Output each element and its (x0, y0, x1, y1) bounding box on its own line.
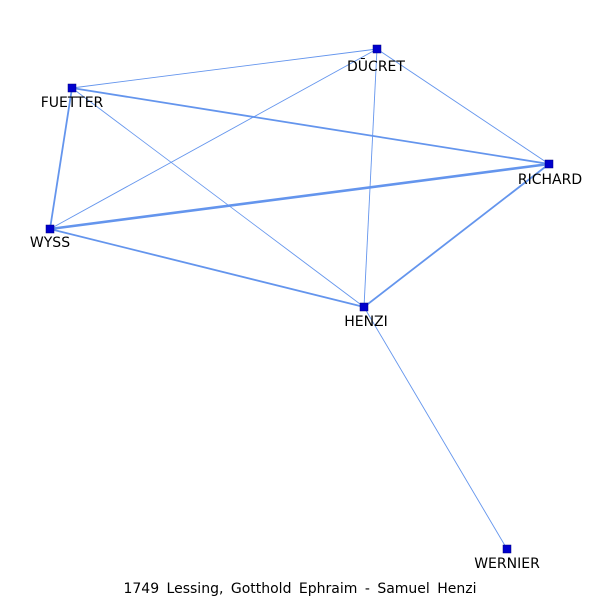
diagram-caption: 1749 Lessing, Gotthold Ephraim - Samuel … (123, 581, 477, 597)
node-richard (544, 159, 554, 169)
node-label-henzi: HENZI (344, 314, 388, 330)
edge-ducret-richard (376, 48, 550, 165)
node-wyss (45, 224, 55, 234)
node-ducret (372, 44, 382, 54)
edge-wyss-richard (49, 162, 550, 231)
edges-layer (49, 48, 550, 550)
labels-layer: DŪCRET FUETTER RICHARD WYSS HENZI WERNIER (30, 58, 582, 572)
node-wernier (502, 544, 512, 554)
edge-fuetter-ducret (71, 48, 378, 89)
edge-fuetter-wyss (49, 87, 73, 230)
edge-fuetter-richard (71, 87, 550, 165)
node-label-richard: RICHARD (518, 172, 582, 188)
node-henzi (359, 302, 369, 312)
edge-ducret-wyss (49, 48, 378, 230)
nodes-layer (45, 44, 554, 554)
node-label-wyss: WYSS (30, 235, 70, 251)
node-label-ducret: DŪCRET (347, 58, 405, 75)
edge-ducret-henzi (363, 48, 378, 308)
node-label-wernier: WERNIER (474, 556, 540, 572)
edge-fuetter-henzi (71, 87, 365, 308)
edge-henzi-wernier (363, 306, 508, 550)
edge-henzi-richard (363, 163, 550, 308)
node-label-fuetter: FUETTER (41, 95, 104, 111)
node-fuetter (67, 83, 77, 93)
edge-wyss-henzi (49, 228, 365, 308)
